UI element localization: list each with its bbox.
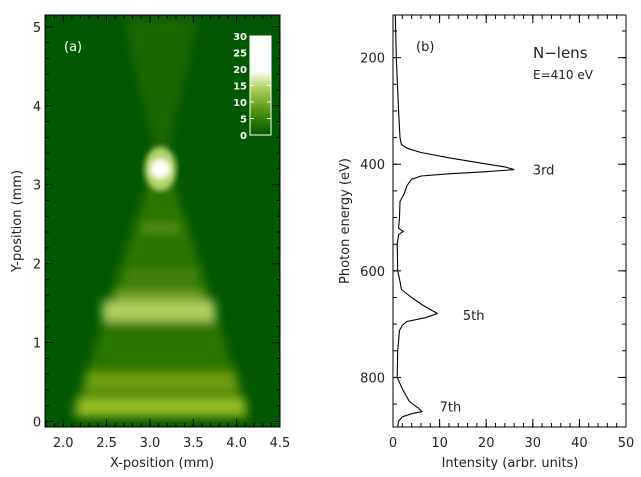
colorbar-tick-label: 25 <box>233 49 247 60</box>
panel-label-b: (b) <box>416 40 434 55</box>
chart-title-lens: N−lens <box>533 44 588 62</box>
intensity-band <box>115 288 202 302</box>
y-tick-label-a: 2 <box>33 258 41 273</box>
x-tick-label-b: 50 <box>618 436 635 451</box>
y-tick-label-a: 0 <box>33 415 41 430</box>
peak-label: 5th <box>463 309 485 324</box>
beam-cone-upper <box>123 18 198 162</box>
x-tick-label-b: 20 <box>478 436 495 451</box>
colorbar: 0 5 10 15 20 25 30 <box>233 32 272 142</box>
x-tick-label-b: 40 <box>571 436 588 451</box>
x-tick-label-b: 30 <box>525 436 542 451</box>
intensity-line <box>394 14 515 428</box>
y-tick-label-a: 3 <box>33 179 41 194</box>
focus-spot <box>150 158 171 179</box>
y-axis-label-b: Photon energy (eV) <box>338 158 353 284</box>
x-axis-label-b: Intensity (arbr. units) <box>442 456 579 471</box>
heatmap-image <box>45 15 280 427</box>
intensity-band <box>84 372 237 392</box>
intensity-band <box>102 300 215 322</box>
x-tick-label-b: 10 <box>431 436 448 451</box>
spectrum-axes: 0 10 20 30 40 50 200 400 600 800 <box>360 15 634 451</box>
colorbar-tick-label: 20 <box>233 65 247 76</box>
peak-label: 3rd <box>533 164 555 179</box>
intensity-band <box>123 270 198 281</box>
y-tick-label-a: 5 <box>33 21 41 36</box>
intensity-band <box>76 397 246 417</box>
spectrum-panel: 0 10 20 30 40 50 200 400 600 800 (b) N−lens E=410… <box>338 14 634 471</box>
x-tick-label-a: 2.5 <box>96 436 117 451</box>
x-tick-label-a: 2.0 <box>53 436 74 451</box>
x-tick-label-a: 4.0 <box>226 436 247 451</box>
peak-label: 7th <box>440 401 462 416</box>
colorbar-tick-label: 15 <box>233 82 247 93</box>
y-axis-label-a: Y-position (mm) <box>10 170 25 273</box>
colorbar-tick-label: 30 <box>233 32 247 43</box>
x-axis-label-a: X-position (mm) <box>110 456 214 471</box>
y-tick-label-b: 800 <box>360 371 385 386</box>
colorbar-tick-label: 5 <box>240 115 247 126</box>
y-tick-label-b: 400 <box>360 158 385 173</box>
intensity-band <box>141 224 181 232</box>
panel-label-a: (a) <box>64 40 82 55</box>
chart-title-energy: E=410 eV <box>533 68 594 82</box>
colorbar-tick-label: 0 <box>240 131 247 142</box>
y-tick-label-a: 4 <box>33 100 41 115</box>
heatmap-axes: 2.0 2.5 3.0 3.5 4.0 4.5 0 1 2 3 4 5 <box>33 15 290 451</box>
x-tick-label-a: 4.5 <box>270 436 291 451</box>
heatmap-panel: 2.0 2.5 3.0 3.5 4.0 4.5 0 1 2 3 4 5 (a) 0 5 10 15 20 25 3… <box>10 14 290 471</box>
y-tick-label-a: 1 <box>33 337 41 352</box>
spectrum-frame <box>392 14 627 428</box>
y-tick-label-b: 600 <box>360 265 385 280</box>
x-tick-label-a: 3.5 <box>183 436 204 451</box>
colorbar-tick-label: 10 <box>233 98 247 109</box>
heatmap-frame <box>44 14 281 428</box>
y-tick-label-b: 200 <box>360 52 385 67</box>
x-tick-label-a: 3.0 <box>140 436 161 451</box>
x-tick-label-b: 0 <box>389 436 397 451</box>
